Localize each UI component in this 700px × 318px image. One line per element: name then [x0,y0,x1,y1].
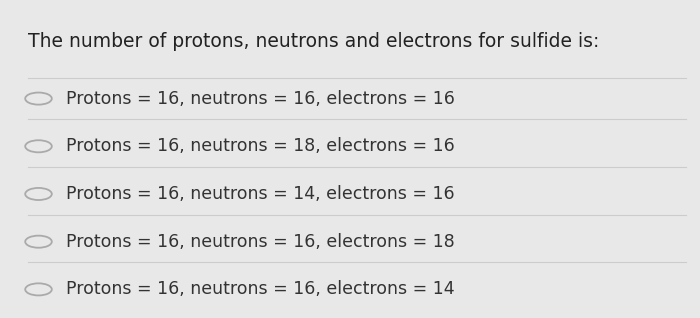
Text: The number of protons, neutrons and electrons for sulfide is:: The number of protons, neutrons and elec… [28,32,599,51]
Text: Protons = 16, neutrons = 16, electrons = 16: Protons = 16, neutrons = 16, electrons =… [66,90,456,107]
Text: Protons = 16, neutrons = 14, electrons = 16: Protons = 16, neutrons = 14, electrons =… [66,185,455,203]
Text: Protons = 16, neutrons = 16, electrons = 14: Protons = 16, neutrons = 16, electrons =… [66,280,455,298]
Text: Protons = 16, neutrons = 16, electrons = 18: Protons = 16, neutrons = 16, electrons =… [66,233,455,251]
Text: Protons = 16, neutrons = 18, electrons = 16: Protons = 16, neutrons = 18, electrons =… [66,137,455,155]
